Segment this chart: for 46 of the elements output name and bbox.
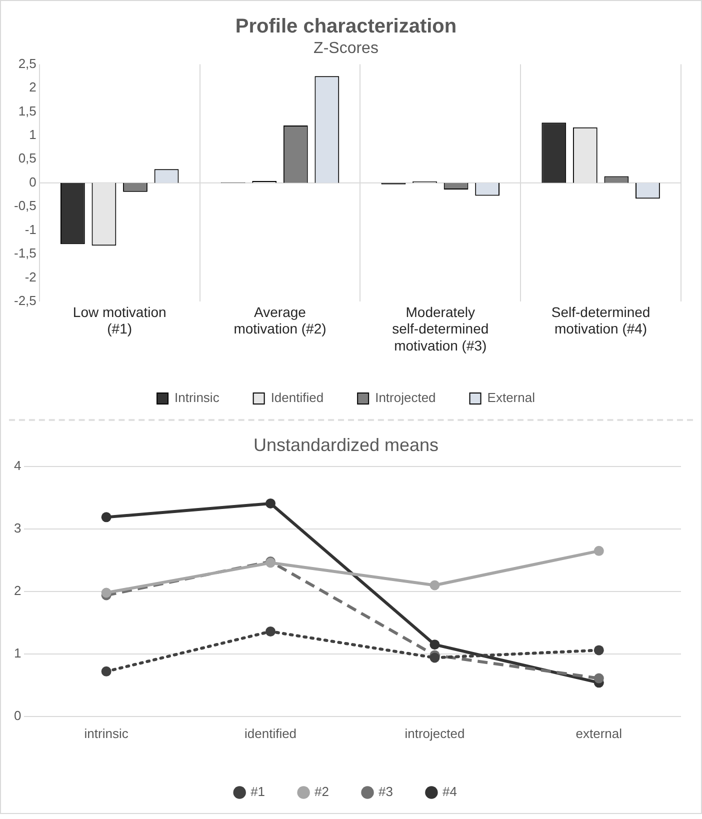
x-tick-label: Average motivation (#2)	[234, 304, 326, 337]
y-tick-label: -0,5	[14, 198, 36, 214]
legend-label: Identified	[270, 390, 324, 406]
point	[430, 652, 440, 663]
legend-label: #3	[378, 784, 393, 800]
point	[430, 580, 440, 590]
legend-label: External	[487, 390, 536, 406]
x-tick-label: intrinsic	[84, 726, 129, 741]
y-tick-label: -1,5	[14, 246, 36, 261]
legend-label: Intrinsic	[174, 390, 220, 406]
y-tick-label: 2	[14, 583, 22, 598]
y-tick-label: 2	[29, 80, 36, 95]
y-tick-label: 1	[14, 646, 22, 661]
x-tick-label: external	[576, 726, 622, 741]
chart-title: Profile characterization	[235, 16, 457, 38]
chart-title: Unstandardized means	[253, 434, 439, 455]
y-tick-label: 1,5	[18, 103, 36, 118]
y-tick-label: 0	[29, 174, 36, 190]
y-tick-label: 2,5	[18, 56, 36, 71]
point	[266, 498, 276, 508]
x-tick-label: introjected	[404, 726, 465, 741]
point	[266, 626, 276, 636]
legend-label: Introjected	[375, 390, 436, 406]
point	[101, 588, 112, 598]
point	[430, 640, 440, 650]
point	[101, 512, 112, 522]
legend-label: #1	[250, 784, 266, 800]
x-tick-label: Self-determined motivation (#4)	[551, 304, 650, 337]
point	[594, 645, 604, 656]
y-tick-label: 3	[14, 520, 22, 536]
y-tick-label: 0,5	[18, 150, 36, 166]
y-tick-label: -2,5	[14, 293, 36, 308]
legend-label: #2	[314, 784, 330, 800]
y-tick-label: 1	[29, 127, 36, 142]
x-tick-label: Low motivation (#1)	[72, 304, 166, 337]
y-tick-label: -1	[24, 222, 36, 237]
chart-subtitle: Z-Scores	[314, 40, 378, 58]
point	[101, 666, 112, 676]
x-tick-label: Moderately self-determined motivation (#3)	[392, 304, 489, 354]
x-tick-label: identified	[244, 726, 297, 741]
point	[594, 546, 604, 556]
y-tick-label: 4	[14, 458, 22, 474]
point	[594, 673, 604, 684]
legend-label: #4	[442, 784, 457, 800]
y-tick-label: 0	[14, 708, 22, 723]
y-tick-label: -2	[24, 269, 36, 284]
